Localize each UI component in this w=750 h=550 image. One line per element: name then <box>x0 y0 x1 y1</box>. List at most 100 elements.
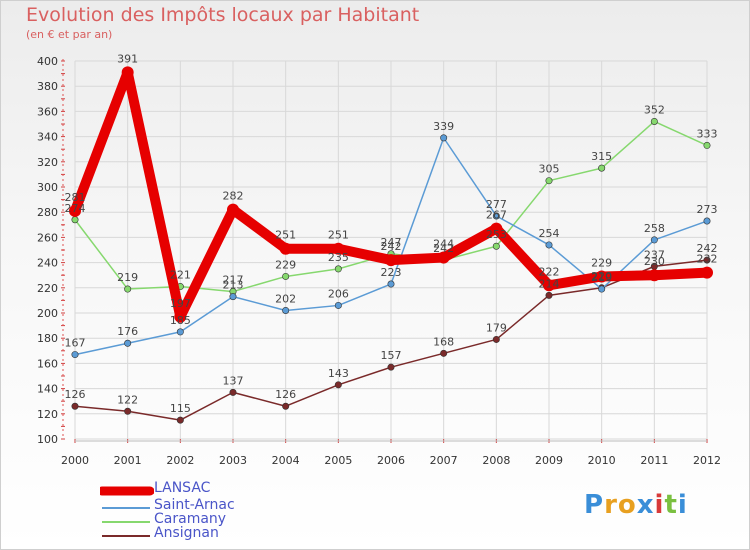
data-point-ansignan <box>387 363 395 371</box>
legend-swatch-caramany <box>102 521 150 523</box>
data-point-lansac <box>595 270 608 283</box>
logo-letter: i <box>654 490 665 520</box>
data-label: 253 <box>486 228 507 241</box>
data-label: 157 <box>381 349 402 362</box>
y-tick-label: 400 <box>37 55 58 68</box>
data-label: 258 <box>644 222 665 235</box>
data-point-lansac <box>69 204 81 217</box>
y-tick-label: 120 <box>37 408 58 421</box>
data-label: 305 <box>539 163 560 176</box>
data-point-lansac <box>437 251 450 264</box>
data-label: 237 <box>644 248 665 261</box>
data-point-ansignan <box>440 349 448 357</box>
data-label: 274 <box>65 202 86 215</box>
data-label: 242 <box>381 240 402 253</box>
legend-item-lansac: LANSAC <box>100 480 360 498</box>
data-point-saint-arnac <box>545 241 553 249</box>
x-tick-label: 2000 <box>61 454 89 467</box>
data-label: 221 <box>170 269 191 282</box>
data-label: 277 <box>486 198 507 211</box>
legend-swatch-lansac <box>100 486 154 496</box>
data-label: 202 <box>275 292 296 305</box>
data-label: 229 <box>591 256 612 269</box>
y-tick-label: 300 <box>37 181 58 194</box>
x-tick-label: 2002 <box>166 454 194 467</box>
data-label: 126 <box>275 388 296 401</box>
x-tick-label: 2004 <box>272 454 300 467</box>
data-label: 168 <box>433 335 454 348</box>
x-tick-label: 2001 <box>114 454 142 467</box>
data-label: 115 <box>170 402 191 415</box>
data-label: 273 <box>697 203 718 216</box>
data-label: 137 <box>223 374 244 387</box>
y-tick-label: 180 <box>37 332 58 345</box>
data-label: 229 <box>275 258 296 271</box>
data-point-ansignan <box>71 402 79 410</box>
legend-swatch-saint-arnac <box>102 507 150 509</box>
logo-letter: t <box>664 490 678 520</box>
data-point-ansignan <box>176 416 184 424</box>
data-label: 143 <box>328 367 349 380</box>
data-point-ansignan <box>334 381 342 389</box>
data-label: 176 <box>117 325 138 338</box>
data-point-caramany <box>545 177 553 185</box>
data-point-caramany <box>650 117 658 125</box>
data-label: 339 <box>433 120 454 133</box>
legend-item-saint-arnac: Saint-Arnac <box>100 497 360 515</box>
data-label: 213 <box>223 279 244 292</box>
data-label: 352 <box>644 103 665 116</box>
data-point-saint-arnac <box>71 351 79 359</box>
data-point-caramany <box>703 141 711 149</box>
data-point-saint-arnac <box>124 339 132 347</box>
proxiti-logo: Proxiti <box>584 490 688 520</box>
data-label: 179 <box>486 321 507 334</box>
data-point-saint-arnac <box>440 134 448 142</box>
data-point-lansac <box>490 222 503 235</box>
data-point-ansignan <box>545 291 553 299</box>
y-tick-label: 280 <box>37 206 58 219</box>
legend-label-lansac: LANSAC <box>154 480 211 496</box>
data-point-saint-arnac <box>229 293 237 301</box>
data-point-saint-arnac <box>282 306 290 314</box>
data-point-saint-arnac <box>492 212 500 220</box>
data-label: 242 <box>697 242 718 255</box>
y-tick-label: 160 <box>37 357 58 370</box>
data-point-saint-arnac <box>334 301 342 309</box>
y-tick-label: 100 <box>37 433 58 446</box>
y-tick-label: 240 <box>37 257 58 270</box>
data-point-lansac <box>648 269 661 282</box>
data-label: 219 <box>591 271 612 284</box>
data-label: 232 <box>697 253 718 266</box>
data-point-caramany <box>598 164 606 172</box>
data-label: 267 <box>486 209 507 222</box>
data-point-lansac <box>227 203 239 216</box>
data-point-caramany <box>492 242 500 250</box>
logo-letter: x <box>636 490 655 520</box>
data-point-saint-arnac <box>650 236 658 244</box>
data-label: 391 <box>117 52 138 65</box>
logo-letter: o <box>617 490 637 520</box>
data-label: 282 <box>223 190 244 203</box>
x-tick-label: 2005 <box>324 454 352 467</box>
data-point-lansac <box>543 279 555 292</box>
data-label: 244 <box>433 238 454 251</box>
y-tick-label: 140 <box>37 383 58 396</box>
data-label: 235 <box>328 251 349 264</box>
legend-label-caramany: Caramany <box>154 511 227 527</box>
y-tick-label: 360 <box>37 105 58 118</box>
data-point-caramany <box>71 216 79 224</box>
data-point-ansignan <box>124 407 132 415</box>
data-point-ansignan <box>492 335 500 343</box>
data-label: 185 <box>170 314 191 327</box>
data-label: 217 <box>223 274 244 287</box>
data-label: 167 <box>65 337 86 350</box>
data-label: 220 <box>591 270 612 283</box>
logo-letter: r <box>604 490 618 520</box>
data-label: 214 <box>539 277 560 290</box>
y-tick-label: 200 <box>37 307 58 320</box>
x-tick-label: 2011 <box>640 454 668 467</box>
data-point-caramany <box>124 285 132 293</box>
chart-subtitle: (en € et par an) <box>26 28 113 41</box>
